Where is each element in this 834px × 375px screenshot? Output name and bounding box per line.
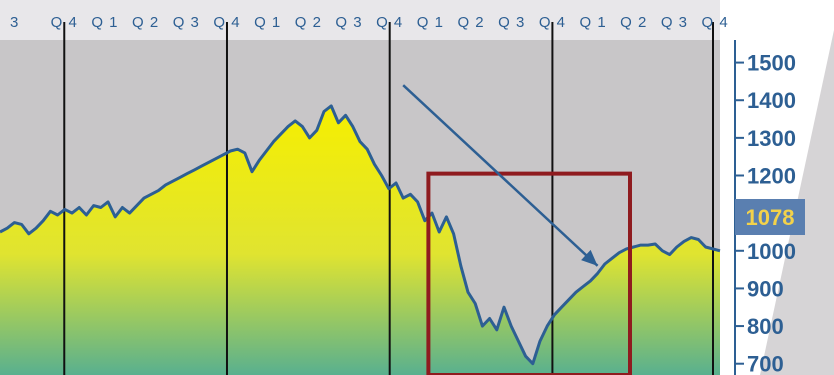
quarter-label: Q 4 <box>539 14 566 31</box>
y-tick-label: 1200 <box>747 164 796 189</box>
quarter-label: Q 3 <box>173 14 200 31</box>
quarter-label: Q 2 <box>457 14 484 31</box>
y-tick-label: 1000 <box>747 239 796 264</box>
quarter-label: Q 3 <box>661 14 688 31</box>
y-tick-label: 900 <box>747 276 784 301</box>
y-tick-label: 1500 <box>747 51 796 76</box>
quarter-label: Q 1 <box>254 14 281 31</box>
quarter-label: Q 1 <box>417 14 444 31</box>
quarter-label: Q 3 <box>498 14 525 31</box>
quarter-label: Q 2 <box>132 14 159 31</box>
quarter-label: Q 4 <box>213 14 240 31</box>
callout-value: 1078 <box>746 205 795 230</box>
y-tick-label: 800 <box>747 314 784 339</box>
quarter-label: Q 3 <box>335 14 362 31</box>
y-tick-label: 700 <box>747 352 784 375</box>
quarter-label: Q 4 <box>376 14 403 31</box>
quarter-label: Q 1 <box>579 14 606 31</box>
y-tick-label: 1300 <box>747 126 796 151</box>
quarter-label: Q 1 <box>91 14 118 31</box>
quarter-label: Q 4 <box>702 14 729 31</box>
callout-value-badge: 1078 <box>735 199 805 235</box>
y-tick-label: 1400 <box>747 88 796 113</box>
quarter-label: 3 <box>10 14 19 31</box>
quarter-label: Q 4 <box>51 14 78 31</box>
quarter-label: Q 2 <box>620 14 647 31</box>
quarter-label: Q 2 <box>295 14 322 31</box>
